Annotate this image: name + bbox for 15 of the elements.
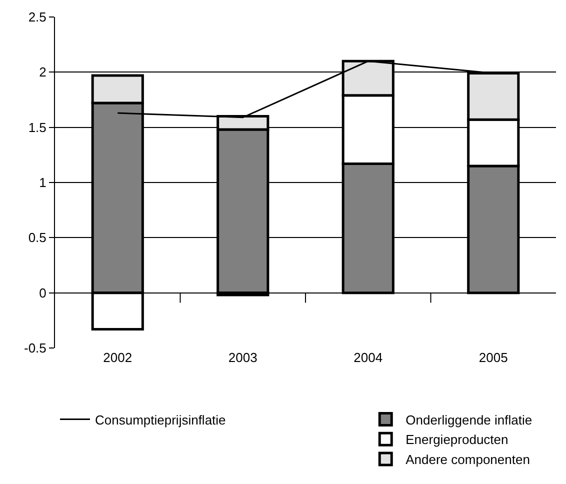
legend-label: Onderliggende inflatie xyxy=(406,412,532,428)
y-tick-label: 1 xyxy=(39,175,46,190)
y-tick-label: 2 xyxy=(39,64,46,80)
y-tick-label: 0 xyxy=(39,285,46,300)
x-tick-label: 2004 xyxy=(354,350,383,365)
y-tick-label: -0.5 xyxy=(24,340,46,356)
legend-label: Consumptieprijsinflatie xyxy=(95,412,226,428)
legend-label: Andere componenten xyxy=(406,452,530,468)
x-tick-label: 2002 xyxy=(103,350,132,365)
x-tick-label: 2003 xyxy=(228,350,258,365)
y-tick-label: 2.5 xyxy=(28,10,46,25)
y-tick-label: 0.5 xyxy=(28,230,46,246)
legend-label: Energieproducten xyxy=(406,432,508,448)
y-tick-label: 1.5 xyxy=(28,120,46,135)
x-tick-label: 2005 xyxy=(478,350,508,365)
